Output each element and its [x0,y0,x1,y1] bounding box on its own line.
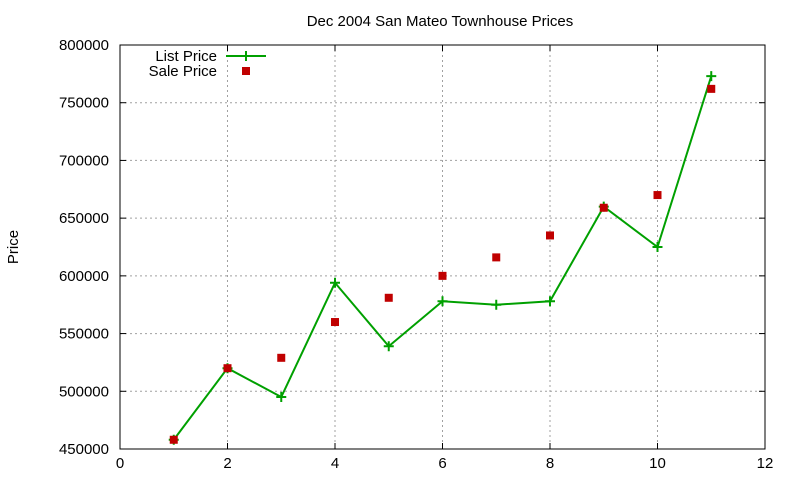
x-tick-label: 0 [116,455,124,472]
legend: List Price Sale Price [149,48,266,80]
data-point-sale-price [169,435,178,444]
data-point-list-price [383,341,394,352]
data-point-sale-price [707,84,716,93]
data-point-list-price [330,277,340,288]
y-tick-label: 550000 [59,326,109,343]
y-axis-label: Price [5,230,22,264]
x-tick-label: 8 [546,455,554,472]
x-tick-label: 4 [331,455,339,472]
y-tick-label: 600000 [59,268,109,285]
data-point-sale-price [438,271,447,280]
legend-marker-sale-price [242,67,250,75]
series-layer [168,71,717,445]
data-point-list-price [706,71,717,82]
x-tick-label: 12 [757,455,774,472]
legend-marker-list-price [241,51,251,61]
y-tick-label: 800000 [59,37,109,54]
x-tick-label: 10 [649,455,666,472]
data-point-sale-price [599,203,608,212]
data-point-list-price [276,392,287,403]
data-point-list-price [437,296,448,307]
legend-label-sale-price: Sale Price [149,63,217,80]
chart-title: Dec 2004 San Mateo Townhouse Prices [307,13,574,30]
axis-ticks: 0 2 4 6 8 10 12 450000 500000 550000 600000 650000 7… [59,37,773,472]
data-point-sale-price [653,191,662,200]
grid-lines [120,45,765,449]
data-point-sale-price [384,293,393,302]
data-point-list-price [545,296,555,307]
data-point-sale-price [331,318,339,327]
y-tick-label: 450000 [59,441,109,458]
x-tick-label: 6 [438,455,446,472]
y-tick-label: 500000 [59,383,109,400]
y-tick-label: 650000 [59,210,109,227]
y-tick-label: 750000 [59,95,109,112]
data-point-list-price [652,242,663,252]
legend-label-list-price: List Price [155,48,217,65]
data-point-sale-price [277,353,286,362]
data-point-sale-price [546,231,554,240]
y-tick-label: 700000 [59,152,109,169]
data-point-list-price [491,299,502,310]
data-point-sale-price [492,253,501,262]
x-tick-label: 2 [223,455,231,472]
data-point-sale-price [223,364,232,373]
